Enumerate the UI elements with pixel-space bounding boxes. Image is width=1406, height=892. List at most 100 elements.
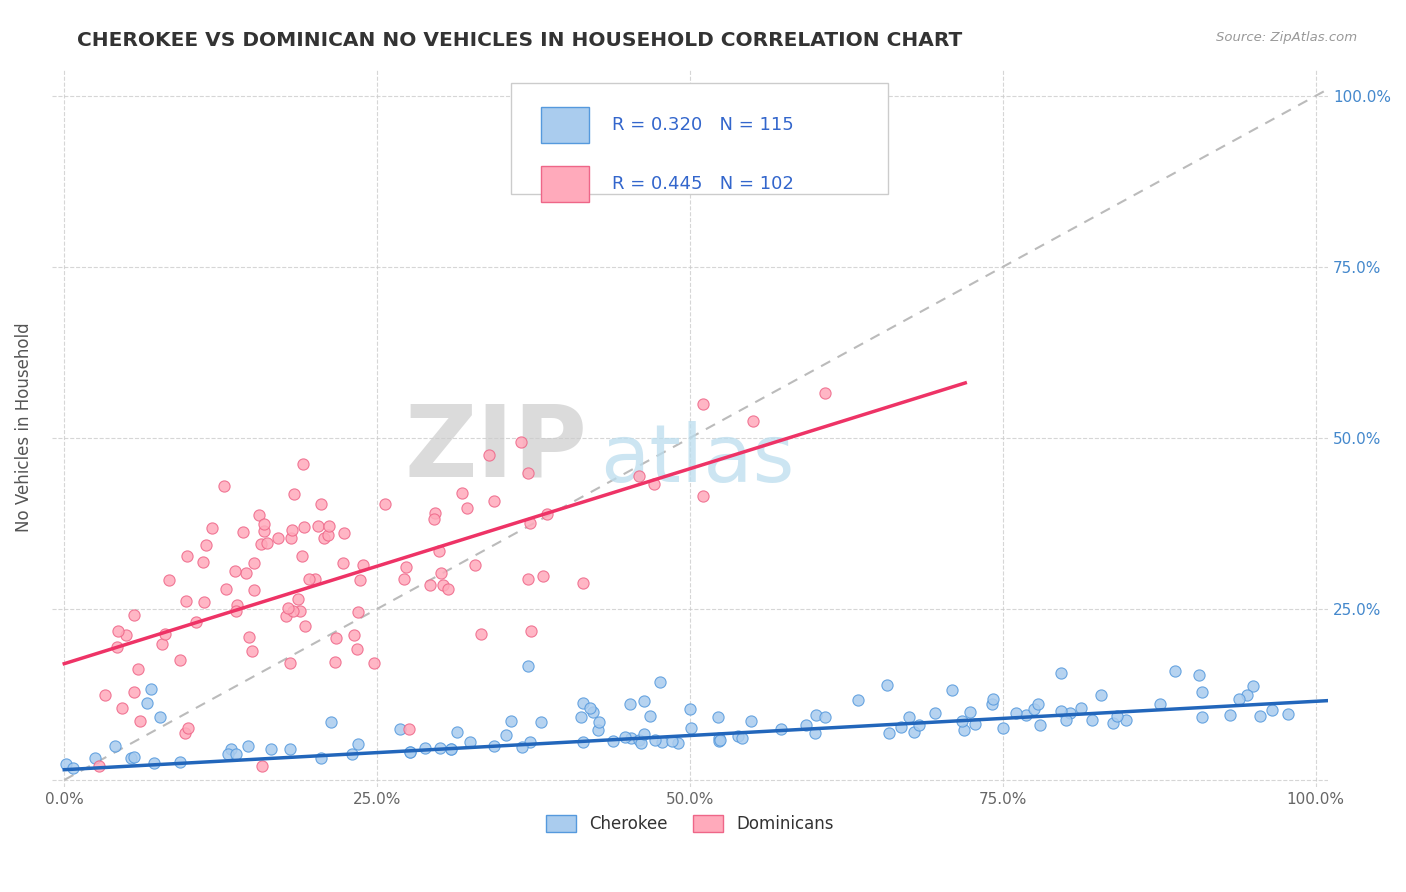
Point [517,572,540,586]
Point [346,605,368,619]
Point [709,731,731,745]
Point [846,692,869,706]
Point [569,710,592,724]
Point [235,566,257,580]
Point [169,653,191,667]
Legend: Cherokee, Dominicans: Cherokee, Dominicans [540,808,841,839]
Point [941,682,963,697]
Point [278,656,301,670]
Point [1015,707,1038,722]
Point [516,466,538,480]
Point [139,682,162,697]
Point [55,757,77,772]
Point [332,526,354,541]
Point [281,604,304,618]
Point [395,560,418,574]
Point [127,661,149,675]
Point [1059,706,1081,720]
Point [456,501,478,516]
Point [439,742,461,756]
Point [516,658,538,673]
Point [232,525,254,540]
Point [741,413,763,427]
Point [419,578,441,592]
Point [321,715,343,730]
Point [908,717,931,731]
FancyBboxPatch shape [512,83,887,194]
Point [423,507,446,521]
Point [352,558,374,572]
Point [495,728,517,742]
Point [804,708,827,723]
Point [614,730,637,744]
Point [173,725,195,739]
Point [267,531,290,545]
Point [429,740,451,755]
Point [709,733,731,747]
Point [602,734,624,748]
Point [1149,697,1171,711]
Point [482,739,505,754]
Point [769,722,792,736]
Point [536,508,558,522]
Point [1050,665,1073,680]
Point [965,716,987,731]
Point [277,601,299,615]
Point [291,549,314,563]
Point [1236,688,1258,702]
Point [484,493,506,508]
Point [149,710,172,724]
Point [150,637,173,651]
Point [681,721,703,735]
Point [332,556,354,570]
Point [243,582,266,597]
Point [804,726,827,740]
Point [877,726,900,740]
Point [520,624,543,639]
Point [1029,717,1052,731]
Point [510,739,533,754]
Point [924,706,946,720]
Point [343,628,366,642]
Point [644,733,666,747]
Point [458,734,481,748]
Point [122,749,145,764]
Point [666,736,689,750]
Point [437,582,460,596]
Point [249,537,271,551]
Point [260,741,283,756]
Point [413,741,436,756]
Point [619,697,641,711]
Point [135,696,157,710]
Point [572,734,595,748]
Point [1005,706,1028,720]
Point [731,731,754,746]
Point [186,615,208,629]
Point [309,750,332,764]
Point [292,457,315,471]
Point [288,604,311,618]
Point [897,710,920,724]
Point [191,555,214,569]
Point [276,609,298,624]
Point [464,558,486,572]
Point [588,714,610,729]
Point [651,735,673,749]
Point [110,701,132,715]
Point [243,556,266,570]
Point [217,747,239,762]
Point [240,643,263,657]
Point [478,448,501,462]
Point [1191,685,1213,699]
Point [389,722,412,736]
FancyBboxPatch shape [540,106,589,143]
Point [219,741,242,756]
Point [120,750,142,764]
Point [1187,668,1209,682]
Point [157,574,180,588]
Point [530,714,553,729]
Point [256,535,278,549]
Point [692,397,714,411]
Point [346,641,368,656]
Point [707,733,730,747]
